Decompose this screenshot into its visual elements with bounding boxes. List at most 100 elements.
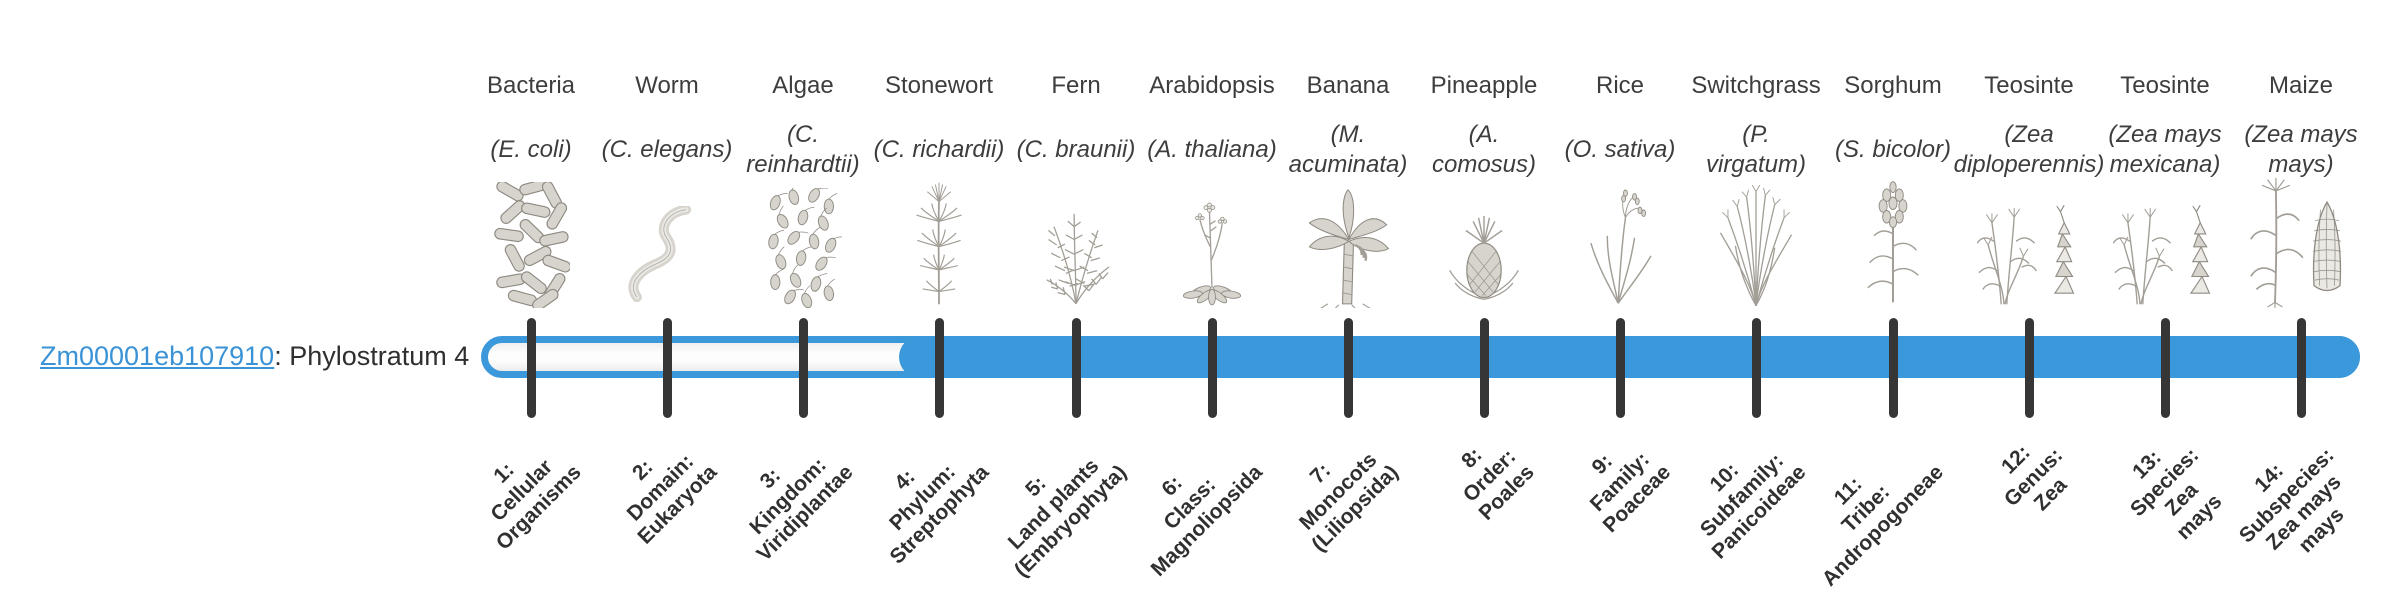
fern-icon	[1010, 170, 1142, 308]
stratum-rank-text: 1: Cellular Organisms	[457, 426, 587, 556]
organism-name: Arabidopsis	[1149, 72, 1275, 99]
stratum-rank-text: 11: Tribe: Andropogoneae	[1783, 426, 1949, 592]
scientific-name-line: diploperennis)	[1953, 151, 2105, 178]
scientific-name-line: (P.	[1742, 121, 1770, 148]
stratum-rank-text: 13: Species: Zea mays	[2108, 426, 2238, 556]
gene-phylostratum-text: : Phylostratum 4	[274, 341, 470, 371]
gene-label: Zm00001eb107910: Phylostratum 4	[40, 341, 469, 372]
organism-scientific-name: (M. acuminata)	[1248, 112, 1448, 188]
organism-scientific-name: (Zea mays mays)	[2201, 112, 2400, 188]
stratum-rank-text: 14: Subspecies: Zea mays mays	[2218, 426, 2375, 583]
sorghum-icon	[1827, 170, 1959, 308]
stratum-tick	[1207, 318, 1217, 418]
scientific-name-line: (C.	[787, 121, 819, 148]
worm-icon	[601, 170, 733, 308]
organism-scientific-name: (C. elegans)	[567, 112, 767, 188]
maize-icon	[2250, 177, 2342, 308]
teosinte-icon	[2099, 170, 2231, 308]
organism-name: Sorghum	[1844, 72, 1942, 99]
organism-scientific-name: (P. virgatum)	[1656, 112, 1856, 188]
teosinte-icon	[1963, 170, 2095, 308]
organism-scientific-name: (Zea diploperennis)	[1929, 112, 2129, 188]
stratum-rank-text: 7: Monocots (Liliopsida)	[1273, 426, 1404, 557]
arabidopsis-icon	[1182, 202, 1242, 306]
organism-scientific-name: (C. reinhardtii)	[703, 112, 903, 188]
scientific-name-line: (C. elegans)	[601, 136, 733, 163]
scientific-name-line: virgatum)	[1705, 151, 1807, 178]
stratum-tick	[2024, 318, 2034, 418]
stratum-rank-text: 6: Class: Magnoliopsida	[1112, 426, 1268, 582]
bacteria-icon	[465, 170, 597, 308]
maize-icon	[2235, 170, 2367, 308]
stratum-tick	[1615, 318, 1625, 418]
stratum-rank-text: 9: Family: Poaceae	[1564, 426, 1676, 538]
organism-name: Teosinte	[2120, 72, 2210, 99]
stratum-tick	[1343, 318, 1353, 418]
organism-scientific-name: (A. comosus)	[1384, 112, 1584, 188]
scientific-name-line: (C. richardii)	[873, 136, 1005, 163]
stratum-rank-text: 2: Domain: Eukaryota	[599, 426, 723, 550]
rice-icon	[1554, 170, 1686, 308]
organism-name: Switchgrass	[1691, 72, 1821, 99]
stratum-tick	[798, 318, 808, 418]
scientific-name-line: (O. sativa)	[1564, 136, 1676, 163]
scientific-name-line: (Zea mays	[2108, 121, 2222, 148]
scientific-name-line: (M.	[1330, 121, 1366, 148]
scientific-name-line: (Zea mays	[2244, 121, 2358, 148]
stonewort-icon	[916, 182, 962, 305]
switchgrass-icon	[1719, 184, 1793, 307]
stratum-rank-text: 5: Land plants (Embryophyta)	[975, 426, 1132, 583]
algae-icon	[768, 188, 842, 308]
stratum-tick	[526, 318, 536, 418]
arabidopsis-icon	[1146, 170, 1278, 308]
organism-scientific-name: (S. bicolor)	[1793, 112, 1993, 188]
scientific-name-line: (C. braunii)	[1016, 136, 1136, 163]
scientific-name-line: (E. coli)	[490, 136, 572, 163]
organism-name: Fern	[1051, 72, 1101, 99]
organism-scientific-name: (C. richardii)	[839, 112, 1039, 188]
organism-name: Rice	[1595, 72, 1644, 99]
organism-scientific-name: (C. braunii)	[976, 112, 1176, 188]
stratum-tick	[2160, 318, 2170, 418]
worm-icon	[628, 206, 692, 303]
stratum-tick	[2296, 318, 2306, 418]
phylostratum-fill-bar	[899, 336, 2360, 378]
switchgrass-icon	[1690, 170, 1822, 308]
banana-icon	[1282, 170, 1414, 308]
organism-scientific-name: (O. sativa)	[1520, 112, 1720, 188]
fern-icon	[1046, 213, 1110, 305]
scientific-name-line: acuminata)	[1288, 151, 1408, 178]
stratum-tick	[934, 318, 944, 418]
organism-name: Bacteria	[486, 72, 576, 99]
stratum-rank-text: 8: Order: Poales	[1440, 426, 1540, 526]
stratum-rank-text: 4: Phylum: Streptophyta	[851, 426, 995, 570]
scientific-name-line: (S. bicolor)	[1834, 136, 1952, 163]
scientific-name-line: comosus)	[1431, 151, 1537, 178]
organism-name: Algae	[772, 72, 834, 99]
teosinte-icon	[2113, 204, 2211, 305]
stratum-tick	[1888, 318, 1898, 418]
stratum-rank-text: 3: Kingdom: Viridiplantae	[718, 426, 859, 567]
organism-name: Stonewort	[884, 72, 994, 99]
organism-name: Banana	[1306, 72, 1390, 99]
scientific-name-line: mexicana)	[2109, 151, 2221, 178]
algae-icon	[737, 170, 869, 308]
organism-name: Maize	[2268, 72, 2334, 99]
banana-icon	[1308, 189, 1390, 308]
scientific-name-line: (Zea	[2004, 121, 2054, 148]
organism-name: Pineapple	[1430, 72, 1538, 99]
stratum-tick	[1751, 318, 1761, 418]
gene-id-link[interactable]: Zm00001eb107910	[40, 341, 275, 371]
stratum-tick	[1071, 318, 1081, 418]
organism-scientific-name: (E. coli)	[431, 112, 631, 188]
scientific-name-line: reinhardtii)	[746, 151, 860, 178]
stratum-tick	[1479, 318, 1489, 418]
stratum-rank-text: 12: Genus: Zea	[1982, 426, 2085, 529]
organism-name: Teosinte	[1984, 72, 2074, 99]
scientific-name-line: (A.	[1468, 121, 1500, 148]
pineapple-icon	[1449, 216, 1519, 300]
scientific-name-line: mays)	[2268, 151, 2334, 178]
pineapple-icon	[1418, 170, 1550, 308]
teosinte-icon	[1977, 204, 2075, 305]
phylostratum-viewer: Zm00001eb107910: Phylostratum 4 Bacteria…	[40, 72, 2400, 591]
